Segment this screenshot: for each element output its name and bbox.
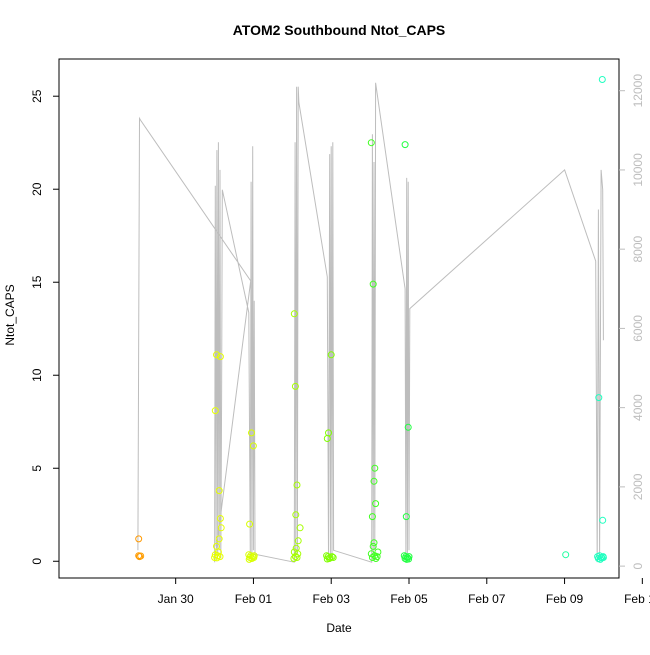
data-point [293,554,301,561]
data-point [323,555,331,563]
data-point [294,537,302,545]
x-tick-label: Feb 03 [313,592,351,606]
x-tick-label: Feb 05 [390,592,428,606]
data-point [211,407,219,415]
y-tick-label: 25 [30,89,44,103]
y2-tick-label: 12000 [631,74,645,108]
y-tick-label: 15 [30,275,44,289]
data-point [291,382,299,390]
data-point [598,76,606,83]
data-point [367,139,375,147]
data-point [135,535,143,543]
data-point [595,394,603,402]
x-axis-label: Date [326,621,352,635]
y-axis-label: Ntot_CAPS [3,284,17,345]
data-point [217,524,225,532]
x-tick-label: Jan 30 [158,592,194,606]
data-point [246,520,254,528]
data-point [249,442,257,450]
y2-tick-label: 2000 [631,473,645,500]
data-point [292,511,300,519]
y-tick-label: 20 [30,182,44,196]
data-point [368,513,376,521]
data-point [404,423,412,431]
y2-tick-label: 0 [631,562,645,569]
data-point [293,481,301,489]
data-point [250,554,258,561]
data-point [245,555,253,563]
data-point [405,555,413,563]
data-point [372,500,380,508]
y2-tick-label: 10000 [631,153,645,187]
plot-frame [58,58,620,579]
chart-title: ATOM2 Southbound Ntot_CAPS [233,22,446,38]
x-tick-label: Feb 01 [235,592,273,606]
x-tick-label: Feb 09 [546,592,584,606]
data-point [370,477,378,485]
data-point [213,554,221,562]
data-point [371,464,379,472]
data-point [373,553,381,561]
data-point [216,353,224,361]
data-point [327,351,335,359]
data-point [137,552,145,560]
y2-tick-label: 4000 [631,394,645,421]
series-line-right-axis [137,82,604,563]
data-point [369,542,377,550]
data-point [296,524,304,532]
plot-layer: Jan 30 Feb 01 Feb 03 Feb 05 Feb 07 Feb 09 Feb … [30,58,650,606]
data-point [215,487,223,495]
y-tick-label: 10 [30,368,44,382]
data-point [215,535,223,543]
data-point [367,550,375,558]
data-point [370,539,378,547]
data-point [372,555,380,562]
data-point [599,516,607,524]
data-point [290,555,298,562]
x-tick-label: Feb 07 [468,592,506,606]
data-point [562,551,570,559]
data-point [213,351,220,359]
data-point [290,310,298,318]
y2-tick-label: 8000 [631,235,645,262]
data-point [401,141,409,149]
data-point [402,513,410,521]
data-point [325,429,332,437]
data-point [216,515,224,522]
data-point [599,554,607,561]
data-point [368,554,376,561]
y2-tick-label: 6000 [631,315,645,342]
data-point [369,280,377,288]
x-tick-label: Feb 11 [624,592,650,606]
data-point [248,429,255,437]
y-tick-label: 5 [30,465,44,472]
y-tick-label: 0 [30,558,44,565]
data-point [290,548,298,556]
